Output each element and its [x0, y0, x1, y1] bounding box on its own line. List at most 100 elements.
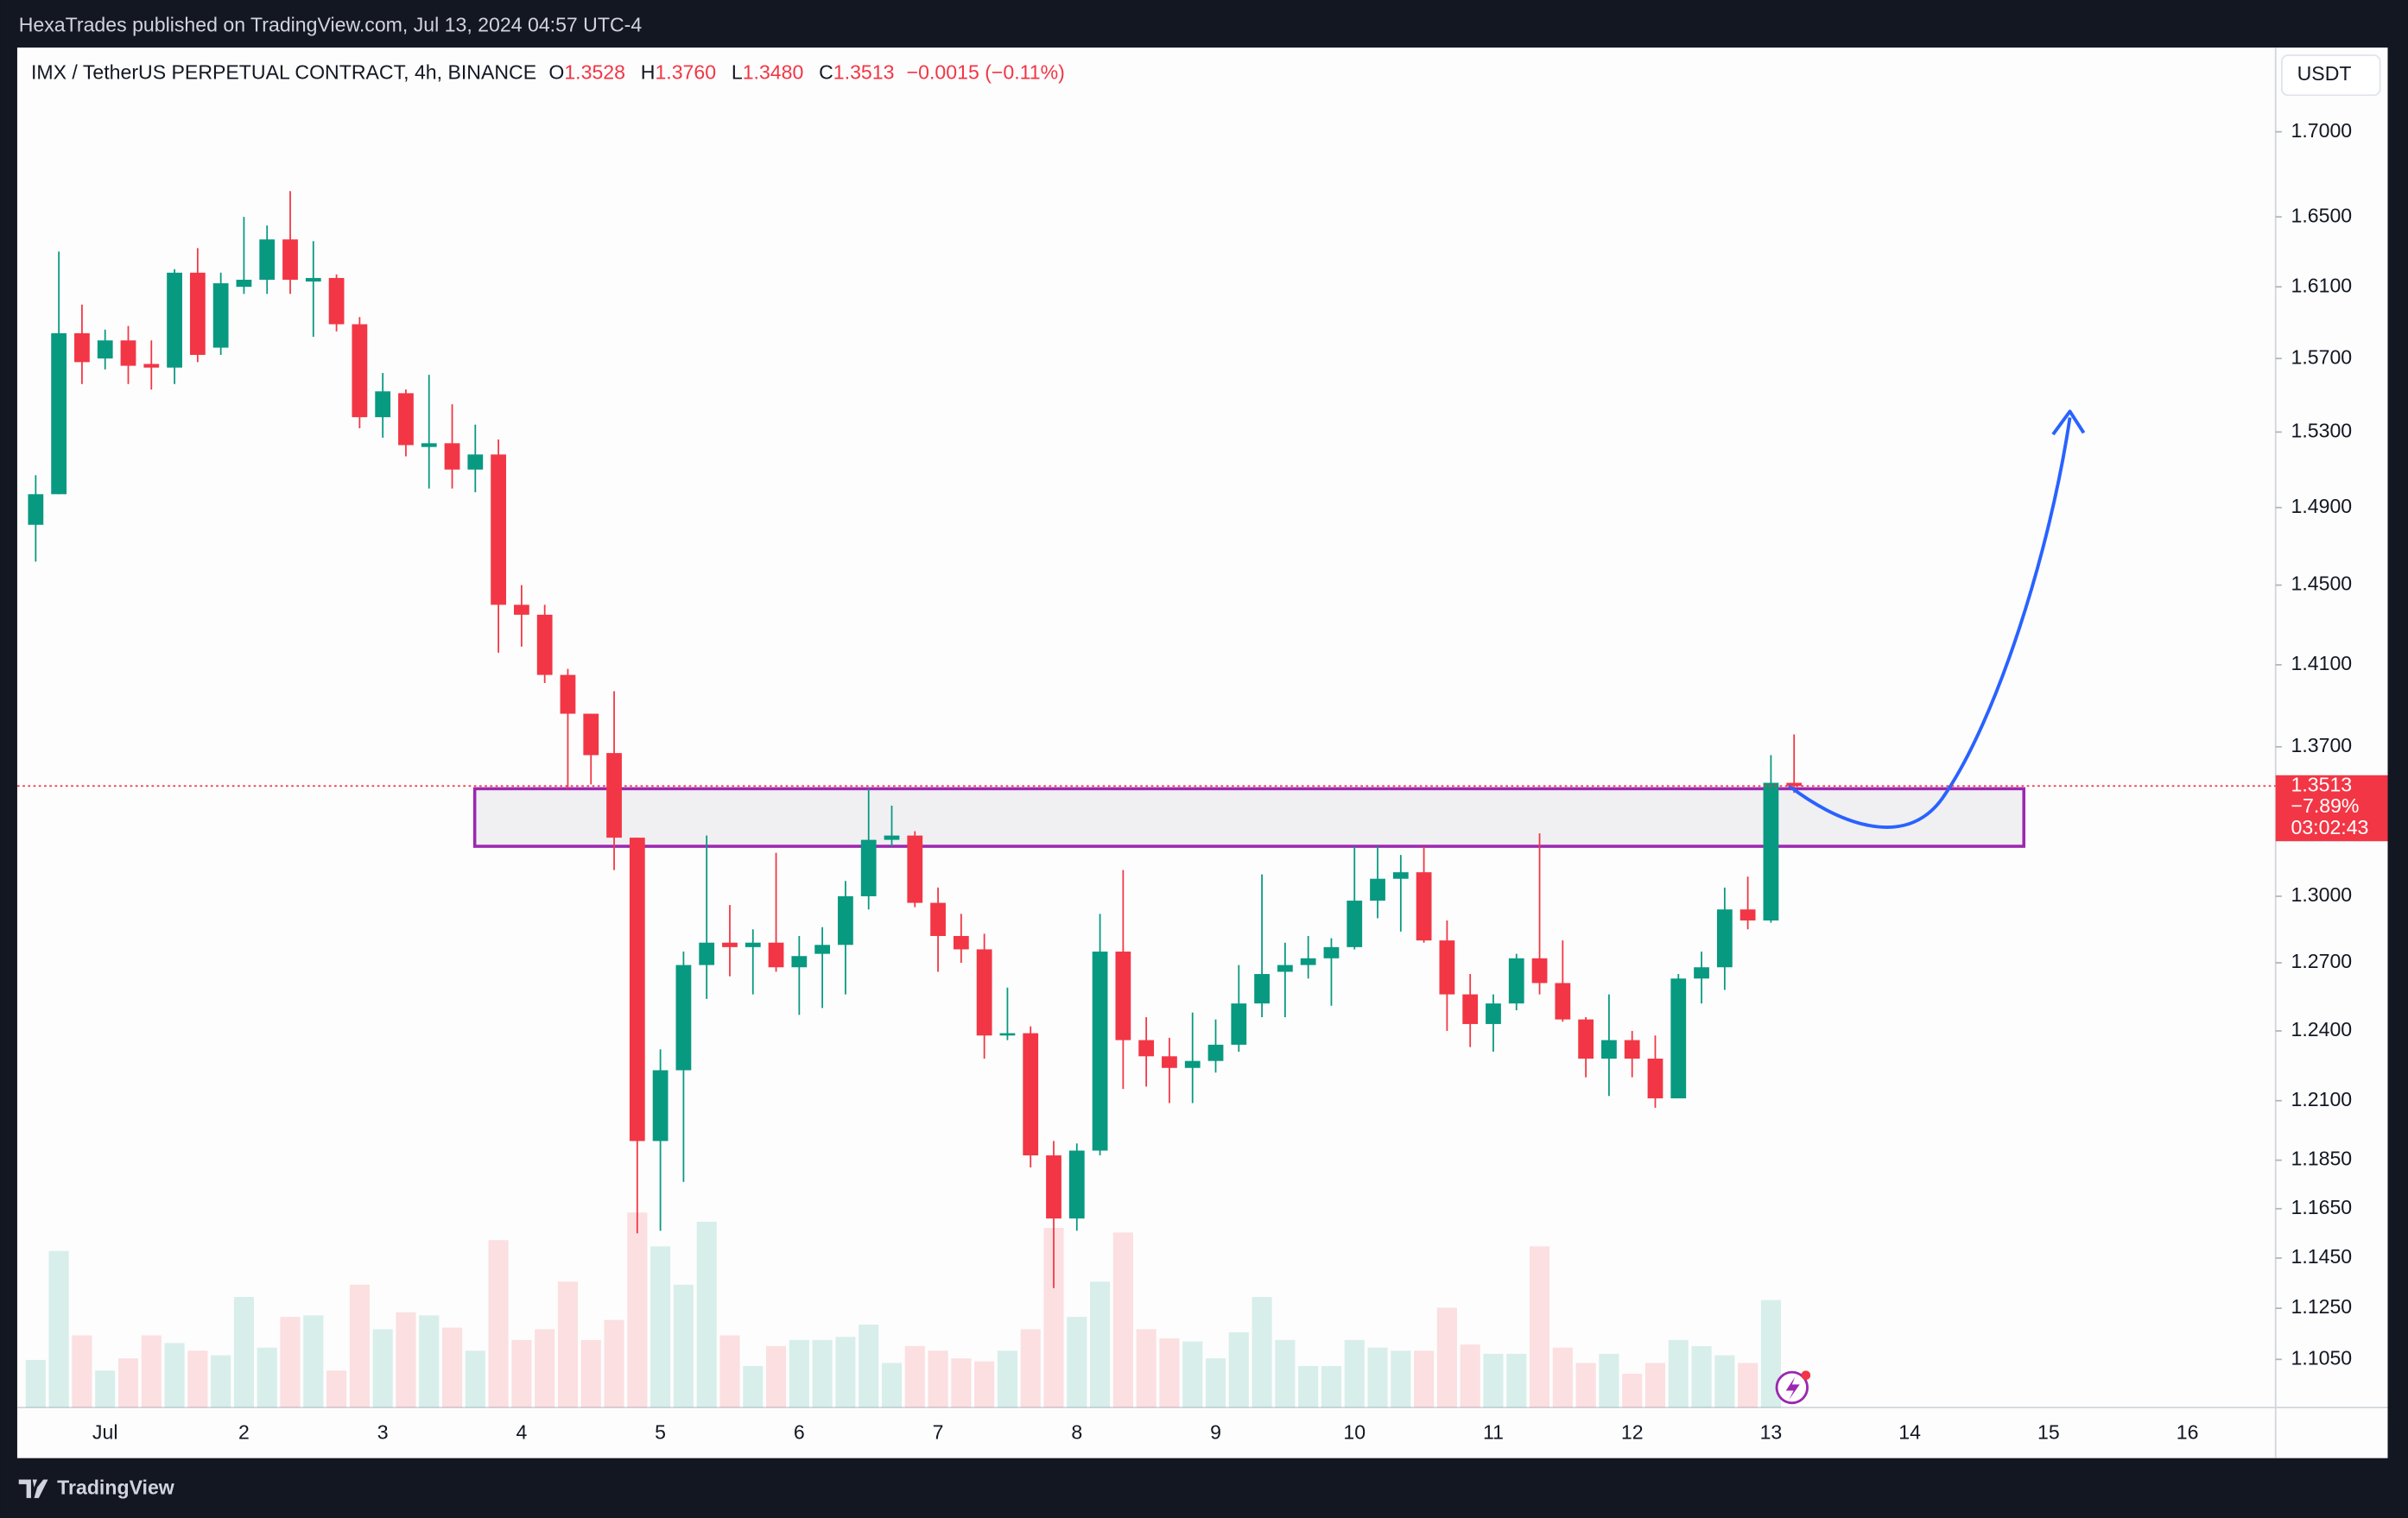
candle-body: [953, 935, 969, 950]
candle-body: [28, 494, 44, 525]
volume-bar: [696, 1221, 717, 1408]
volume-bar: [789, 1339, 809, 1408]
candle-body: [444, 443, 460, 470]
volume-bar: [1367, 1347, 1388, 1408]
candle-body: [421, 443, 437, 447]
volume-bar: [396, 1312, 416, 1408]
x-tick-label: 13: [1760, 1420, 1783, 1443]
candle-body: [1023, 1033, 1039, 1156]
y-tick-label: 1.3700: [2291, 734, 2353, 756]
candle-body: [467, 454, 484, 470]
volume-bar: [1252, 1297, 1272, 1408]
y-tick-label: 1.6500: [2291, 204, 2353, 226]
y-tick-label: 1.4900: [2291, 495, 2353, 517]
volume-bar: [835, 1337, 856, 1408]
volume-bar: [1599, 1353, 1619, 1408]
candle-body: [1300, 958, 1316, 965]
volume-bar: [465, 1350, 485, 1408]
price-tag-countdown: 03:02:43: [2291, 816, 2369, 838]
candle-body: [51, 332, 67, 495]
candle-body: [560, 674, 576, 714]
volume-bar: [974, 1361, 995, 1408]
y-tick-label: 1.4100: [2291, 652, 2353, 674]
candle-body: [860, 839, 877, 896]
y-tick-label: 1.5300: [2291, 419, 2353, 441]
candle-body: [1323, 946, 1340, 958]
volume-bar: [1738, 1363, 1758, 1408]
currency-box[interactable]: [2280, 54, 2381, 97]
candle-body: [352, 324, 368, 418]
x-tick-label: 3: [377, 1420, 389, 1443]
volume-bar: [881, 1363, 903, 1408]
volume-bar: [187, 1350, 208, 1408]
symbol: IMX / TetherUS PERPETUAL CONTRACT, 4h, B…: [31, 60, 536, 83]
candle-body: [930, 902, 946, 936]
candle-body: [143, 364, 160, 368]
candle-body: [838, 895, 853, 946]
candle-body: [814, 945, 831, 954]
x-tick-label: 10: [1343, 1420, 1366, 1443]
bolt-glyph: [1785, 1376, 1800, 1401]
volume-bar: [1691, 1345, 1712, 1408]
x-tick-label: 14: [1898, 1420, 1921, 1443]
volume-bar: [211, 1355, 231, 1408]
x-tick-label: 4: [516, 1420, 527, 1443]
volume-bar: [1391, 1350, 1411, 1408]
candle-body: [1555, 983, 1571, 1020]
volume-bar: [1067, 1317, 1087, 1408]
y-tick-label: 1.1250: [2291, 1295, 2353, 1318]
volume-bar: [1529, 1246, 1550, 1408]
volume-bar: [25, 1359, 46, 1408]
volume-bar: [951, 1358, 972, 1408]
candle-body: [212, 283, 229, 348]
ohlc-value: 1.3513: [833, 60, 895, 83]
ohlc-value: 1.3480: [743, 60, 804, 83]
volume-bar: [557, 1281, 579, 1408]
y-tick-label: 1.7000: [2291, 119, 2353, 142]
volume-bar: [1552, 1347, 1573, 1408]
volume-bar: [1020, 1329, 1041, 1408]
volume-bar: [604, 1319, 624, 1408]
volume-bar: [257, 1347, 277, 1408]
candle-body: [999, 1033, 1016, 1036]
candle-body: [1694, 967, 1709, 979]
candle-body: [1486, 1003, 1501, 1024]
volume-bar: [280, 1317, 301, 1408]
y-tick-label: 1.1050: [2291, 1346, 2353, 1369]
y-tick-label: 1.1850: [2291, 1148, 2353, 1170]
volume-bar: [1182, 1341, 1203, 1408]
ohlc-key: H: [641, 60, 656, 83]
candle-body: [1670, 978, 1687, 1099]
volume-bar: [233, 1297, 254, 1408]
candle-body: [1739, 909, 1756, 921]
x-tick-label: 6: [794, 1420, 805, 1443]
candle-body: [1115, 952, 1131, 1040]
volume-bar: [488, 1240, 509, 1408]
volume-bar: [650, 1246, 671, 1408]
candle-body: [722, 942, 738, 947]
candle-body: [1347, 901, 1363, 947]
candle-body: [259, 239, 276, 280]
x-tick-label: 7: [933, 1420, 944, 1443]
volume-bar: [765, 1345, 787, 1408]
volume-layer: [25, 1212, 1781, 1408]
volume-bar: [719, 1335, 740, 1408]
volume-bar: [812, 1339, 833, 1408]
volume-bar: [1298, 1366, 1319, 1408]
arrow-head: [2051, 409, 2086, 436]
volume-bar: [95, 1370, 116, 1408]
x-tick-label: 8: [1071, 1420, 1082, 1443]
candle-body: [652, 1070, 669, 1142]
volume-bar: [1275, 1339, 1296, 1408]
volume-bar: [441, 1327, 463, 1408]
candle-body: [907, 835, 923, 903]
currency: USDT: [2297, 62, 2352, 85]
candle-body: [768, 942, 784, 968]
volume-bar: [1414, 1350, 1435, 1408]
volume-bar: [1644, 1363, 1666, 1408]
x-tick-label: Jul: [92, 1420, 118, 1443]
y-tick-label: 1.1450: [2291, 1245, 2353, 1268]
x-tick-label: 9: [1210, 1420, 1221, 1443]
ohlc-key: L: [732, 60, 743, 83]
candle-body: [491, 454, 506, 605]
